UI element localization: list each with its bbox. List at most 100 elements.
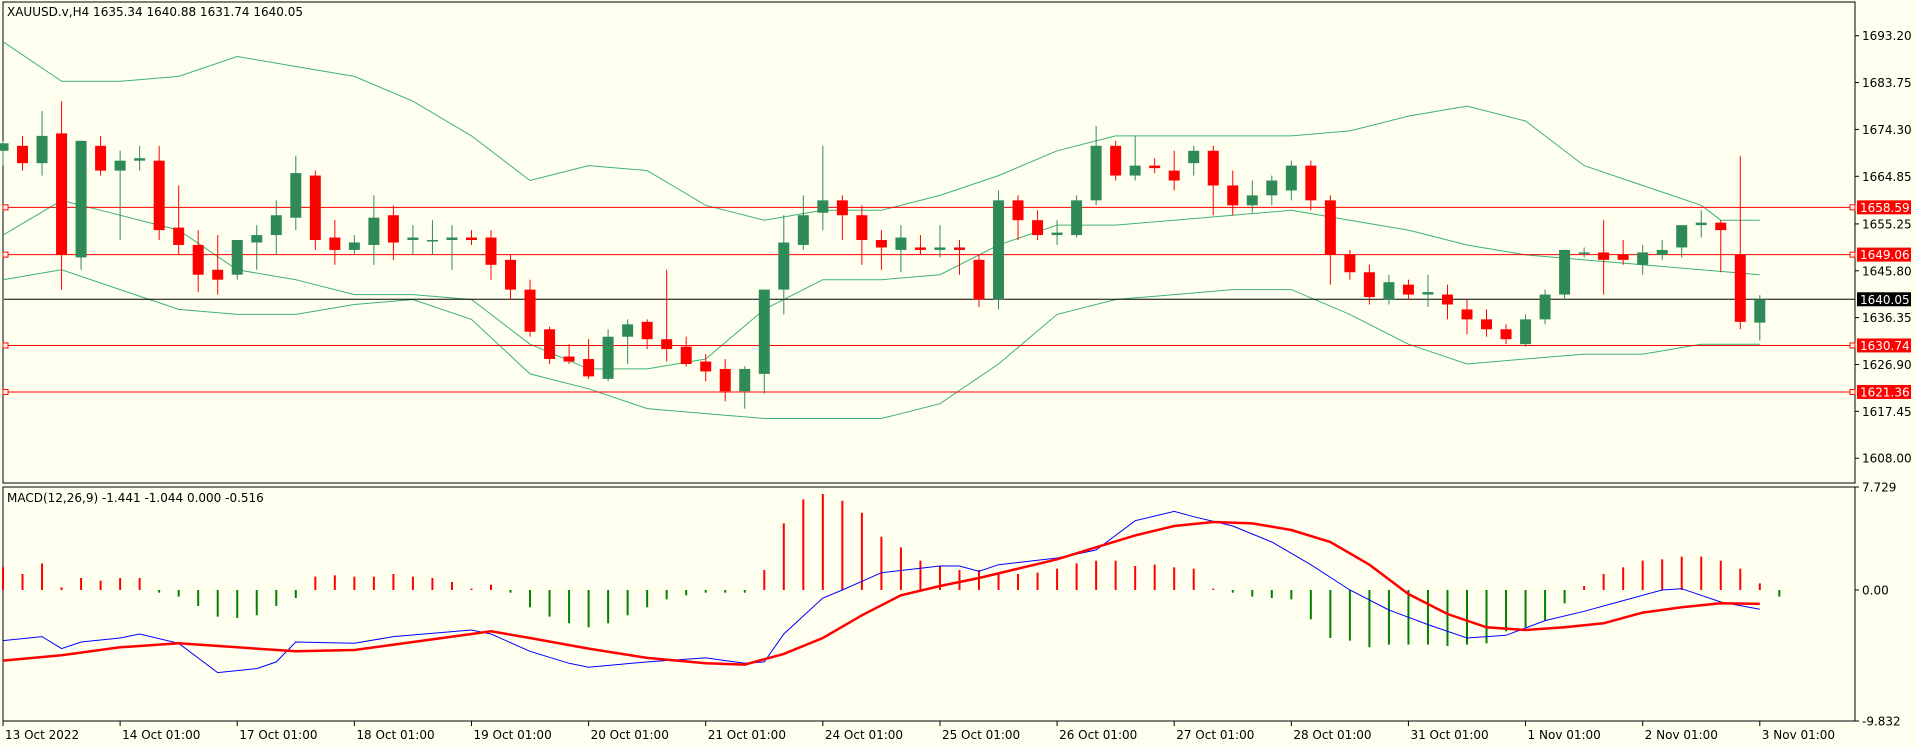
candle-body xyxy=(1637,252,1649,265)
candle-body xyxy=(505,259,517,290)
time-axis-label: 2 Nov 01:00 xyxy=(1645,728,1718,742)
macd-axis-label: 0.00 xyxy=(1862,583,1889,597)
candle-body xyxy=(1656,249,1668,255)
candle-body xyxy=(544,329,556,360)
candle-body xyxy=(563,356,575,362)
candle-body xyxy=(1227,185,1239,206)
macd-pane[interactable]: 7.729 0.00 -9.832 MACD(12,26,9) -1.441 -1.… xyxy=(2,481,1901,729)
candle-body xyxy=(1324,200,1336,255)
candle-body xyxy=(1422,292,1434,295)
candle-body xyxy=(758,289,770,374)
candle-body xyxy=(953,247,965,250)
price-axis-label: 1626.90 xyxy=(1862,358,1912,372)
bollinger-lower-line xyxy=(2,269,1760,419)
candle-body xyxy=(622,324,634,337)
candle-body xyxy=(1559,249,1571,295)
candle-body xyxy=(1481,319,1493,330)
candle-body xyxy=(778,242,790,290)
candle-body xyxy=(875,240,887,248)
time-axis-label: 24 Oct 01:00 xyxy=(825,728,903,742)
candle-body xyxy=(1110,145,1122,176)
candle-body xyxy=(1246,195,1258,206)
candle-body xyxy=(407,237,419,241)
price-axis-label: 1617.45 xyxy=(1862,405,1912,419)
candle-body xyxy=(1715,222,1727,231)
candle-body xyxy=(1344,254,1356,273)
candle-body xyxy=(1285,165,1297,191)
candle-body xyxy=(465,237,477,241)
candle-body xyxy=(270,215,282,236)
level-anchor-right xyxy=(1849,204,1856,211)
price-axis-label: 1674.30 xyxy=(1862,123,1912,137)
level-tag-bg xyxy=(1857,384,1911,399)
candle-body xyxy=(173,227,185,245)
time-axis-label: 21 Oct 01:00 xyxy=(708,728,786,742)
macd-title: MACD(12,26,9) -1.441 -1.044 0.000 -0.516 xyxy=(7,491,264,505)
candle-body xyxy=(56,133,68,255)
time-axis-label: 17 Oct 01:00 xyxy=(239,728,317,742)
candle-body xyxy=(856,215,868,241)
candle-body xyxy=(719,368,731,392)
candle-body xyxy=(817,200,829,213)
candle-body xyxy=(1402,284,1414,295)
candle-body xyxy=(0,143,9,151)
level-tag-bg xyxy=(1857,200,1911,215)
time-axis-label: 19 Oct 01:00 xyxy=(473,728,551,742)
time-axis-label: 25 Oct 01:00 xyxy=(942,728,1020,742)
candle-body xyxy=(329,237,341,250)
candle-body xyxy=(17,145,29,164)
signal-line xyxy=(2,520,1760,666)
time-axis-label: 20 Oct 01:00 xyxy=(591,728,669,742)
time-axis-label: 14 Oct 01:00 xyxy=(122,728,200,742)
macd-histogram xyxy=(2,494,1781,648)
candle-body xyxy=(1305,165,1317,201)
candle-body xyxy=(583,359,595,377)
price-axis: 1693.20 1683.75 1674.30 1664.85 1655.25 1645.… xyxy=(1855,29,1912,466)
candle-body xyxy=(895,237,907,250)
candle-body xyxy=(1266,180,1278,196)
level-tag-label: 1649.06 xyxy=(1860,248,1910,262)
level-tags: 1658.59 1649.06 1630.74 1621.36 xyxy=(1857,200,1911,399)
bollinger-upper-line xyxy=(2,41,1760,221)
candle-body xyxy=(700,361,712,372)
time-axis-label: 28 Oct 01:00 xyxy=(1293,728,1371,742)
candle-body xyxy=(1168,170,1180,181)
candle-body xyxy=(446,237,458,241)
candle-body xyxy=(836,200,848,216)
price-axis-label: 1608.00 xyxy=(1862,452,1912,466)
price-axis-label: 1683.75 xyxy=(1862,76,1912,90)
candle-body xyxy=(1754,299,1766,323)
macd-axis-label: 7.729 xyxy=(1862,481,1896,495)
candle-body xyxy=(1090,145,1102,201)
candle-body xyxy=(485,237,497,265)
price-axis-label: 1645.80 xyxy=(1862,264,1912,278)
candle-body xyxy=(1695,222,1707,226)
candle-body xyxy=(1051,232,1063,236)
candle-body xyxy=(1071,200,1083,236)
time-axis-label: 31 Oct 01:00 xyxy=(1410,728,1488,742)
candle-body xyxy=(1676,225,1688,248)
candle-body xyxy=(36,135,48,164)
candle-body xyxy=(1207,150,1219,186)
level-tag-label: 1658.59 xyxy=(1860,201,1910,215)
time-axis-label: 13 Oct 2022 xyxy=(5,728,79,742)
candle-body xyxy=(251,235,263,243)
candles xyxy=(0,101,1766,409)
candle-body xyxy=(797,215,809,245)
candle-body xyxy=(75,140,87,258)
time-axis-label: 18 Oct 01:00 xyxy=(356,728,434,742)
candle-body xyxy=(387,215,399,243)
candle-body xyxy=(192,244,204,275)
bollinger-mid-line xyxy=(2,199,1760,370)
price-axis-label: 1664.85 xyxy=(1862,170,1912,184)
candle-body xyxy=(973,259,985,300)
price-axis-label: 1636.35 xyxy=(1862,311,1912,325)
candle-body xyxy=(114,160,126,171)
level-tag-bg xyxy=(1857,247,1911,262)
candle-body xyxy=(1032,220,1044,236)
candle-body xyxy=(680,346,692,364)
candle-body xyxy=(1578,252,1590,254)
candle-body xyxy=(524,289,536,332)
price-pane[interactable]: 1693.20 1683.75 1674.30 1664.85 1655.25 1645.… xyxy=(0,1,1912,484)
